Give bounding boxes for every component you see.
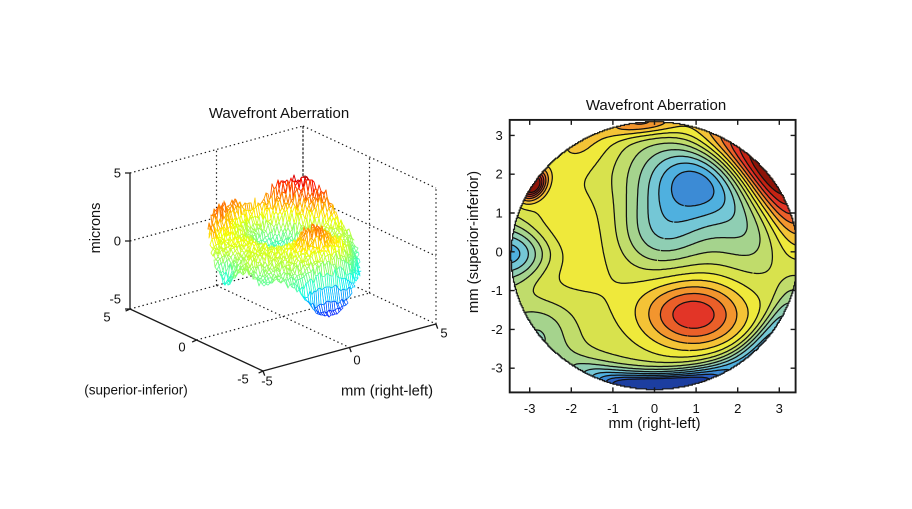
svg-text:microns: microns: [88, 203, 104, 254]
svg-text:Wavefront Aberration: Wavefront Aberration: [586, 97, 726, 114]
svg-text:3: 3: [495, 128, 502, 143]
svg-text:-3: -3: [524, 401, 536, 416]
svg-text:5: 5: [114, 166, 121, 181]
svg-text:0: 0: [651, 401, 658, 416]
svg-text:1: 1: [692, 401, 699, 416]
svg-text:2: 2: [495, 167, 502, 182]
svg-text:-1: -1: [491, 283, 503, 298]
svg-text:-2: -2: [491, 322, 503, 337]
svg-text:2: 2: [734, 401, 741, 416]
svg-text:-1: -1: [607, 401, 619, 416]
svg-text:-3: -3: [491, 361, 503, 376]
svg-text:0: 0: [353, 353, 360, 368]
svg-text:-2: -2: [566, 401, 578, 416]
svg-text:3: 3: [776, 401, 783, 416]
svg-text:Wavefront Aberration: Wavefront Aberration: [209, 105, 349, 122]
svg-text:1: 1: [495, 206, 502, 221]
svg-text:5: 5: [103, 310, 110, 325]
svg-text:-5: -5: [261, 374, 273, 389]
svg-text:(superior-inferior): (superior-inferior): [84, 383, 188, 398]
svg-text:0: 0: [178, 340, 185, 355]
svg-text:5: 5: [440, 326, 447, 341]
svg-text:-5: -5: [109, 292, 121, 307]
svg-text:mm (right-left): mm (right-left): [341, 384, 433, 400]
svg-text:mm (superior-inferior): mm (superior-inferior): [466, 171, 482, 313]
svg-text:0: 0: [114, 234, 121, 249]
svg-text:mm (right-left): mm (right-left): [608, 416, 700, 432]
svg-text:0: 0: [495, 244, 502, 259]
svg-text:-5: -5: [237, 372, 249, 387]
